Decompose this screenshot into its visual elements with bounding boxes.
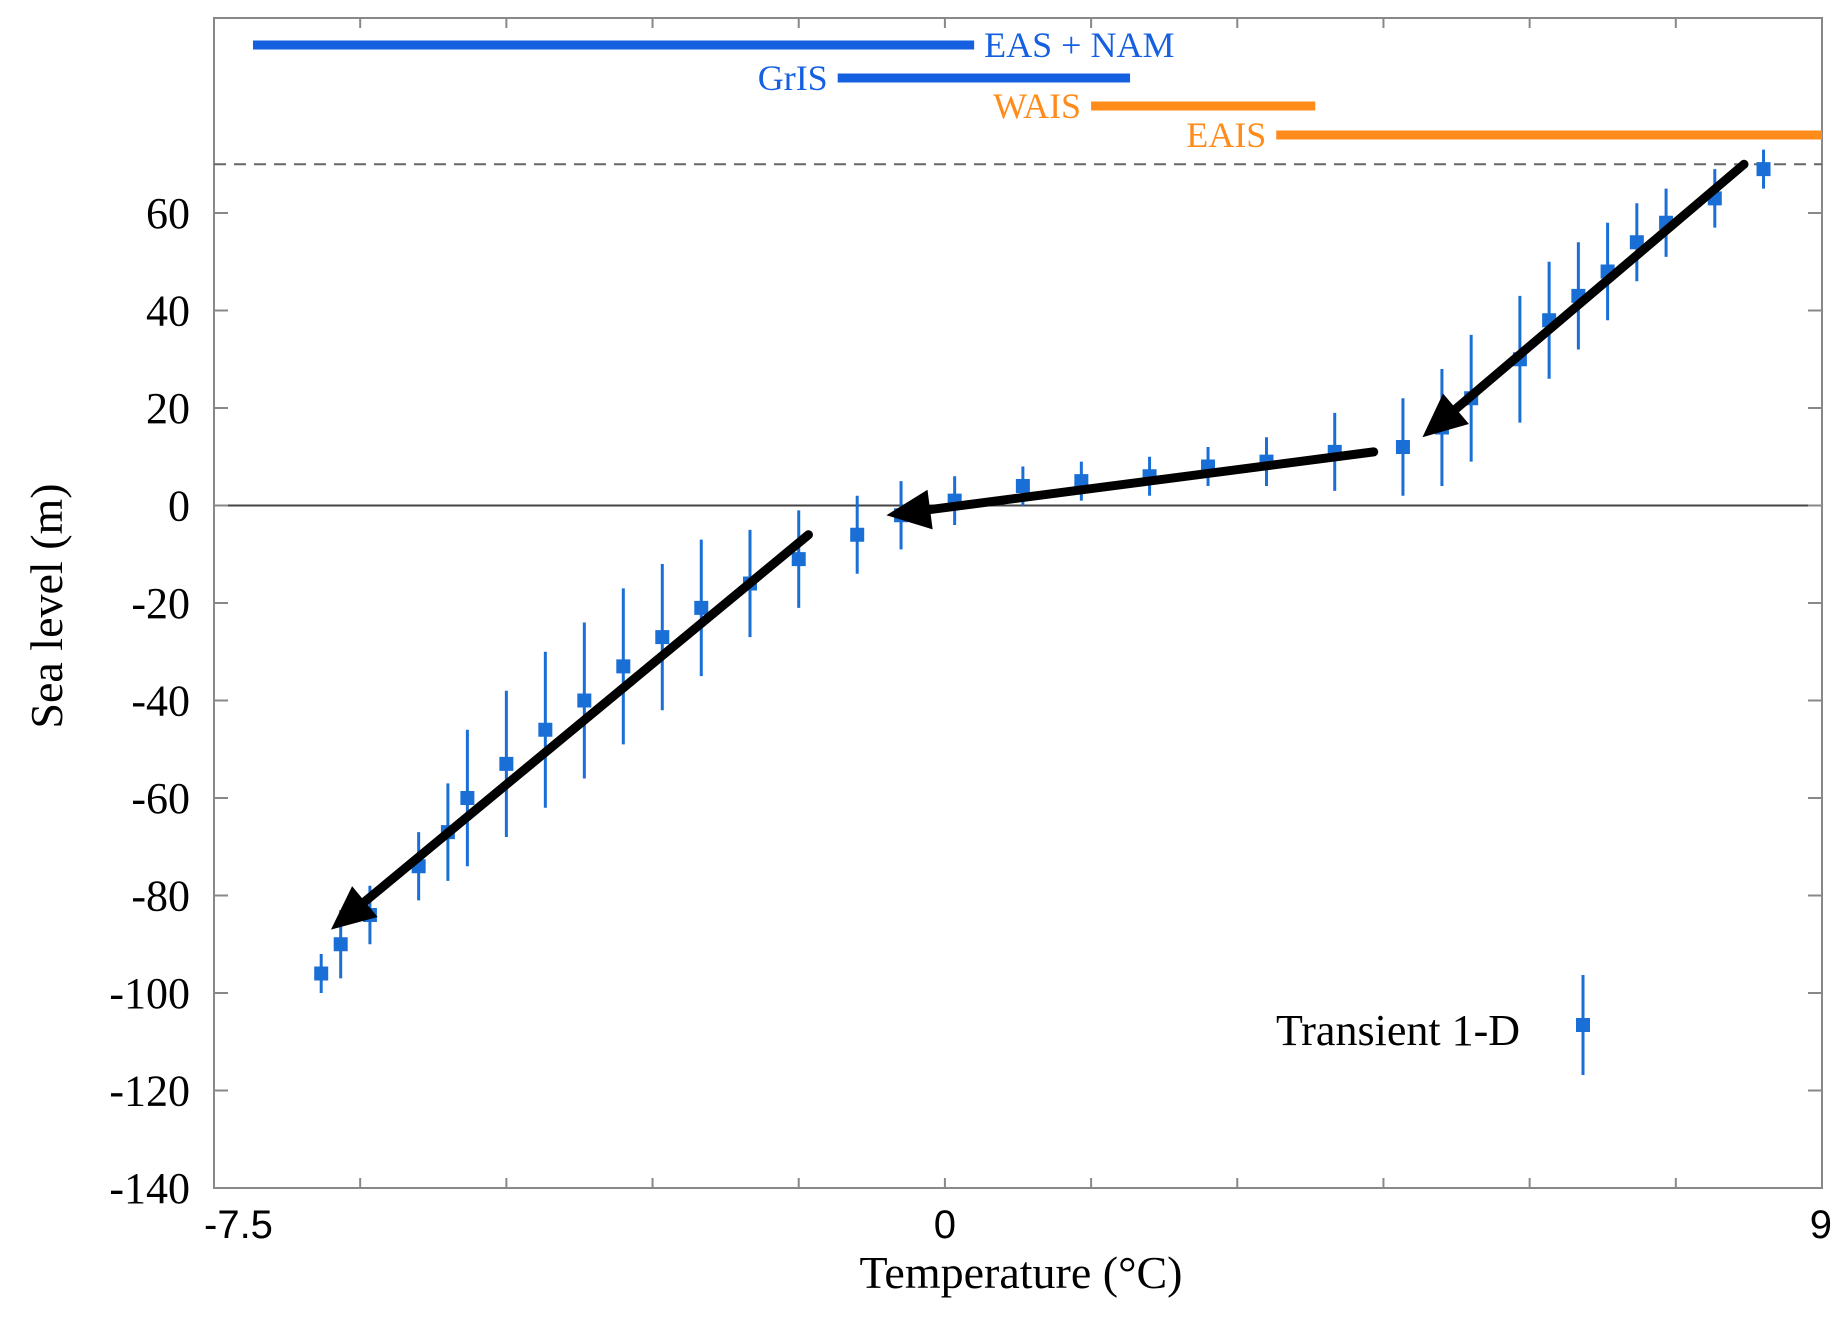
range-label: GrIS — [758, 58, 828, 98]
plot-border — [213, 17, 1823, 1189]
data-point — [655, 630, 670, 645]
trend-arrow-head — [1422, 393, 1469, 438]
x-tick-label: -7.5 — [204, 1203, 273, 1247]
y-tick-label: -120 — [109, 1067, 190, 1116]
trend-arrow-shaft — [360, 530, 813, 907]
y-tick-label: 0 — [168, 482, 190, 531]
data-point — [1074, 474, 1089, 489]
y-axis-ticks: -140 -120 -100 -80 -60 -40 -20 0 20 40 60 — [109, 189, 1822, 1213]
y-tick-label: -60 — [131, 774, 190, 823]
x-axis-label: Temperature (°C) — [860, 1247, 1183, 1298]
data-point — [1015, 479, 1030, 493]
data-point — [1629, 235, 1644, 250]
data-point — [694, 600, 709, 615]
trend-arrow-shaft — [1451, 159, 1749, 414]
data-point — [850, 527, 865, 542]
data-series-transient — [314, 149, 1771, 993]
data-point — [1395, 440, 1410, 454]
trend-arrow-head — [330, 886, 378, 930]
range-label: EAIS — [1186, 115, 1266, 155]
data-point — [499, 756, 514, 771]
range-label: WAIS — [993, 86, 1081, 126]
legend-label: Transient 1-D — [1276, 1006, 1520, 1055]
y-tick-label: 20 — [146, 384, 190, 433]
y-tick-label: -80 — [131, 872, 190, 921]
x-axis-ticks: -7.5 0 9 — [204, 1203, 1832, 1247]
plot-frame — [213, 17, 1823, 1189]
data-point — [577, 693, 592, 708]
y-tick-label: -100 — [109, 969, 190, 1018]
data-point — [616, 659, 631, 674]
x-tick-label: 0 — [934, 1203, 956, 1247]
trend-arrows — [330, 159, 1749, 930]
reference-lines — [214, 163, 1822, 507]
y-tick-label: 40 — [146, 287, 190, 336]
range-label: EAS + NAM — [984, 25, 1174, 65]
data-point — [333, 937, 348, 952]
legend-point — [1576, 1018, 1590, 1032]
y-tick-label: -40 — [131, 677, 190, 726]
data-point — [791, 552, 806, 567]
y-axis-label: Sea level (m) — [21, 483, 72, 728]
data-point — [460, 791, 475, 805]
data-point — [538, 722, 553, 737]
ice-sheet-ranges: EAS + NAM GrIS WAIS EAIS — [252, 25, 1822, 155]
y-tick-label: 60 — [146, 189, 190, 238]
legend: Transient 1-D — [1276, 975, 1590, 1075]
y-tick-label: -20 — [131, 579, 190, 628]
legend-marker — [1576, 975, 1590, 1075]
trend-arrow-head — [886, 489, 933, 530]
y-tick-label: -140 — [109, 1164, 190, 1213]
x-tick-label: 9 — [1810, 1203, 1832, 1247]
data-point — [1756, 162, 1771, 177]
trend-arrow-shaft — [925, 447, 1379, 515]
data-point — [314, 966, 329, 981]
